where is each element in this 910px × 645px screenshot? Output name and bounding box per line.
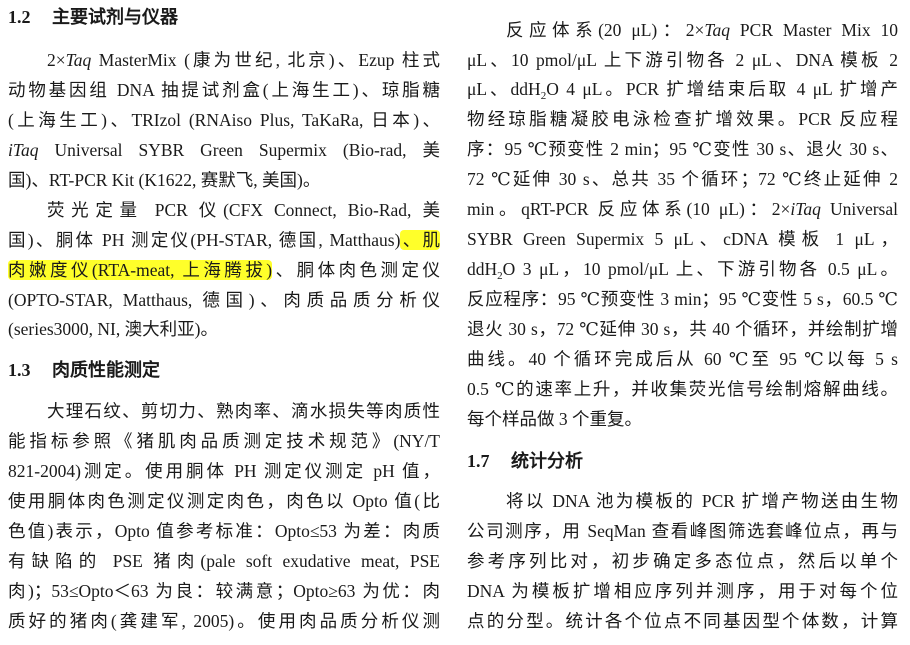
text-line: 每个样品做 3 个重复。 [467, 407, 898, 431]
section-title: 主要试剂与仪器 [52, 7, 178, 27]
section-number: 1.7 [467, 451, 490, 471]
text-line: 反应程序：95 ℃预变性 3 min；95 ℃变性 5 s，60.5 ℃ [467, 287, 898, 311]
text-line: 反应体系(20 μL)：2×Taq PCR Master Mix 10 [467, 18, 898, 42]
section-number: 1.3 [8, 360, 31, 380]
text-segment: 点的分型。统计各个位点不同基因型个体数，计算 [467, 611, 898, 631]
text-segment: 国)、胴体 PH 测定仪(PH-STAR, 德国, Matthaus) [8, 230, 401, 250]
text-line: 退火 30 s，72 ℃延伸 30 s，共 40 个循环，并绘制扩增 [467, 317, 898, 341]
text-line: 大理石纹、剪切力、熟肉率、滴水损失等肉质性 [8, 399, 440, 423]
text-line: DNA 为模板扩增相应序列并测序，用于对每个位 [467, 579, 898, 603]
text-segment: DNA 为模板扩增相应序列并测序，用于对每个位 [467, 581, 898, 601]
text-segment: (series3000, NI, 澳大利亚)。 [8, 319, 218, 339]
text-segment: 动物基因组 DNA 抽提试剂盒(上海生工)、琼脂糖 [8, 80, 440, 100]
text-line: 参考序列比对，初步确定多态位点，然后以单个 [467, 549, 898, 573]
section-heading: 1.3 肉质性能测定 [8, 358, 160, 382]
italic-text: Taq [704, 20, 731, 40]
highlighted-text: 、肌 [400, 230, 440, 250]
text-segment: ddH [467, 259, 498, 279]
text-segment: 曲线。40 个循环完成后从 60 ℃至 95 ℃以每 5 s [467, 349, 898, 369]
text-line: SYBR Green Supermix 5 μL、cDNA 模板 1 μL， [467, 227, 898, 251]
text-segment: 将以 DNA 池为模板的 PCR 扩增产物送由生物 [506, 491, 898, 511]
text-segment: 公司测序，用 SeqMan 查看峰图筛选套峰位点，再与 [467, 521, 898, 541]
text-segment: O 3 μL，10 pmol/μL 上、下游引物各 0.5 μL。 [502, 259, 898, 279]
text-segment: min。qRT-PCR 反应体系(10 μL)：2× [467, 199, 791, 219]
text-line: iTaq Universal SYBR Green Supermix (Bio-… [8, 138, 440, 162]
text-line: 2×Taq MasterMix (康为世纪, 北京)、Ezup 柱式 [8, 48, 440, 72]
text-segment: 每个样品做 3 个重复。 [467, 409, 642, 429]
text-segment: 反应程序：95 ℃预变性 3 min；95 ℃变性 5 s，60.5 ℃ [467, 289, 898, 309]
text-segment: 色值)表示，Opto 值参考标准：Opto≤53 为差：肉质 [8, 521, 440, 541]
text-line: (series3000, NI, 澳大利亚)。 [8, 317, 440, 341]
text-segment: 反应体系(20 μL)：2× [506, 20, 705, 40]
section-heading: 1.2 主要试剂与仪器 [8, 5, 178, 29]
text-line: μL、10 pmol/μL 上下游引物各 2 μL、DNA 模板 2 [467, 48, 898, 72]
italic-text: Taq [65, 50, 92, 70]
italic-text: iTaq [8, 140, 39, 160]
subscript-text: 2 [540, 90, 547, 102]
text-segment: SYBR Green Supermix 5 μL、cDNA 模板 1 μL， [467, 229, 898, 249]
text-segment: 0.5 ℃的速率上升，并收集荧光信号绘制熔解曲线。 [467, 379, 898, 399]
text-line: 使用胴体肉色测定仪测定肉色，肉色以 Opto 值(比 [8, 489, 440, 513]
text-segment: 72 ℃延伸 30 s、总共 35 个循环；72 ℃终止延伸 2 [467, 169, 898, 189]
section-number: 1.2 [8, 7, 31, 27]
text-segment: μL、10 pmol/μL 上下游引物各 2 μL、DNA 模板 2 [467, 50, 898, 70]
text-segment: Universal [820, 199, 898, 219]
text-segment: 参考序列比对，初步确定多态位点，然后以单个 [467, 551, 898, 571]
subscript-text: 2 [497, 270, 503, 282]
text-segment: (OPTO-STAR, Matthaus, 德国)、肉质品质分析仪 [8, 290, 440, 310]
text-segment: PCR Master Mix 10 [730, 20, 898, 40]
text-segment: 大理石纹、剪切力、熟肉率、滴水损失等肉质性 [47, 401, 440, 421]
text-segment: 有缺陷的 PSE 猪肉(pale soft exudative meat, PS… [8, 551, 440, 571]
text-line: 质好的猪肉(龚建军, 2005)。使用肉品质分析仪测 [8, 609, 440, 633]
text-line: 肉嫩度仪(RTA-meat, 上海腾拔)、胴体肉色测定仪 [8, 258, 440, 282]
text-line: 公司测序，用 SeqMan 查看峰图筛选套峰位点，再与 [467, 519, 898, 543]
text-line: μL、ddH2O 4 μL。PCR 扩增结束后取 4 μL 扩增产 [467, 77, 898, 102]
text-segment: 国)、RT-PCR Kit (K1622, 赛默飞, 美国)。 [8, 170, 321, 190]
text-line: 肉)；53≤Opto＜63 为良：较满意；Opto≥63 为优：肉 [8, 579, 440, 603]
highlighted-text: 肉嫩度仪(RTA-meat, 上海腾拔) [8, 260, 273, 280]
text-segment: MasterMix (康为世纪, 北京)、Ezup 柱式 [91, 50, 440, 70]
text-line: 动物基因组 DNA 抽提试剂盒(上海生工)、琼脂糖 [8, 78, 440, 102]
text-line: 有缺陷的 PSE 猪肉(pale soft exudative meat, PS… [8, 549, 440, 573]
text-line: 国)、RT-PCR Kit (K1622, 赛默飞, 美国)。 [8, 168, 440, 192]
text-segment: O 4 μL。PCR 扩增结束后取 4 μL 扩增产 [546, 79, 898, 99]
text-line: 72 ℃延伸 30 s、总共 35 个循环；72 ℃终止延伸 2 [467, 167, 898, 191]
text-line: 将以 DNA 池为模板的 PCR 扩增产物送由生物 [467, 489, 898, 513]
text-segment: 肉)；53≤Opto＜63 为良：较满意；Opto≥63 为优：肉 [8, 581, 440, 601]
text-line: min。qRT-PCR 反应体系(10 μL)：2×iTaq Universal [467, 197, 898, 221]
section-title: 肉质性能测定 [52, 360, 160, 380]
text-segment: 荧光定量 PCR 仪(CFX Connect, Bio-Rad, 美 [47, 200, 440, 220]
text-line: 色值)表示，Opto 值参考标准：Opto≤53 为差：肉质 [8, 519, 440, 543]
text-line: 国)、胴体 PH 测定仪(PH-STAR, 德国, Matthaus)、肌 [8, 228, 440, 252]
italic-text: iTaq [790, 199, 821, 219]
text-line: ddH2O 3 μL，10 pmol/μL 上、下游引物各 0.5 μL。 [467, 257, 898, 282]
text-segment: 使用胴体肉色测定仪测定肉色，肉色以 Opto 值(比 [8, 491, 440, 511]
text-line: (OPTO-STAR, Matthaus, 德国)、肉质品质分析仪 [8, 288, 440, 312]
text-line: 序：95 ℃预变性 2 min；95 ℃变性 30 s、退火 30 s、 [467, 137, 898, 161]
text-segment: Universal SYBR Green Supermix (Bio-rad, … [38, 140, 440, 160]
text-segment: 序：95 ℃预变性 2 min；95 ℃变性 30 s、退火 30 s、 [467, 139, 898, 159]
text-segment: 质好的猪肉(龚建军, 2005)。使用肉品质分析仪测 [8, 611, 440, 631]
text-segment: 821-2004)测定。使用胴体 PH 测定仪测定 pH 值， [8, 461, 440, 481]
text-line: 能指标参照《猪肌肉品质测定技术规范》(NY/T [8, 429, 440, 453]
text-segment: (上海生工)、TRIzol (RNAiso Plus, TaKaRa, 日本)、 [8, 110, 440, 130]
text-line: 曲线。40 个循环完成后从 60 ℃至 95 ℃以每 5 s [467, 347, 898, 371]
text-line: 821-2004)测定。使用胴体 PH 测定仪测定 pH 值， [8, 459, 440, 483]
text-segment: 能指标参照《猪肌肉品质测定技术规范》(NY/T [8, 431, 440, 451]
text-line: 点的分型。统计各个位点不同基因型个体数，计算 [467, 609, 898, 633]
text-segment: 、胴体肉色测定仪 [272, 260, 441, 280]
text-line: 0.5 ℃的速率上升，并收集荧光信号绘制熔解曲线。 [467, 377, 898, 401]
section-title: 统计分析 [511, 451, 583, 471]
text-segment: 2× [47, 50, 66, 70]
text-segment: 退火 30 s，72 ℃延伸 30 s，共 40 个循环，并绘制扩增 [467, 319, 898, 339]
text-line: 荧光定量 PCR 仪(CFX Connect, Bio-Rad, 美 [8, 198, 440, 222]
section-heading: 1.7 统计分析 [467, 449, 583, 473]
text-line: (上海生工)、TRIzol (RNAiso Plus, TaKaRa, 日本)、 [8, 108, 440, 132]
text-segment: 物经琼脂糖凝胶电泳检查扩增效果。PCR 反应程 [467, 109, 898, 129]
text-line: 物经琼脂糖凝胶电泳检查扩增效果。PCR 反应程 [467, 107, 898, 131]
text-segment: μL、ddH [467, 79, 541, 99]
